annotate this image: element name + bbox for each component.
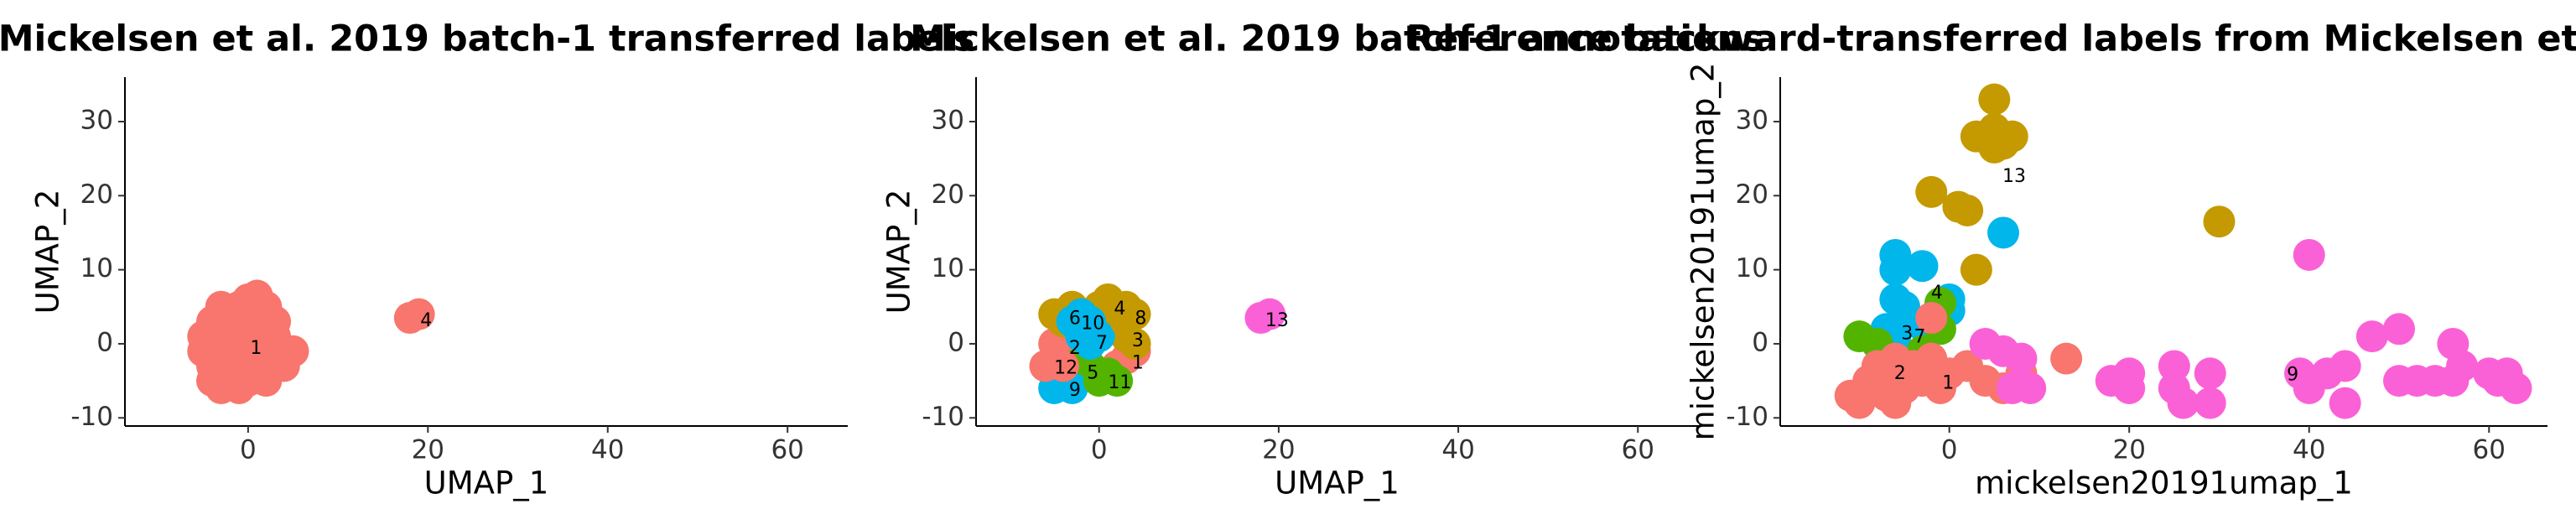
y-tick-label: 20 xyxy=(80,179,113,210)
x-tick-label: 0 xyxy=(1941,435,1958,465)
point xyxy=(1960,253,1992,286)
cluster-label: 1 xyxy=(1132,353,1144,374)
x-tick-label: 60 xyxy=(771,435,803,465)
cluster-label: 4 xyxy=(1114,299,1125,320)
point xyxy=(223,372,256,404)
y-tick-label: 20 xyxy=(1736,179,1768,210)
point xyxy=(1254,298,1286,330)
cluster-label: 4 xyxy=(420,310,432,331)
cluster-label: 13 xyxy=(1265,310,1289,331)
y-axis-label: mickelsen20191umap_2 xyxy=(1685,63,1722,441)
point xyxy=(2158,350,2190,382)
cluster-label: 10 xyxy=(1081,314,1104,335)
cluster-label: 3 xyxy=(1901,323,1913,344)
y-tick-label: -10 xyxy=(70,402,113,432)
point xyxy=(2500,372,2532,404)
point xyxy=(2203,205,2236,238)
cluster-label: 8 xyxy=(1135,309,1146,330)
point xyxy=(2167,387,2199,419)
cluster-label: 9 xyxy=(1069,380,1081,401)
cluster-label: 7 xyxy=(1914,327,1925,348)
point xyxy=(1879,387,1912,419)
y-tick-label: 10 xyxy=(1736,253,1768,283)
y-tick-label: 0 xyxy=(96,327,113,357)
chart-title: Mickelsen et al. 2019 batch-1 annotation… xyxy=(910,18,1764,60)
cluster-label: 1 xyxy=(1942,373,1954,394)
cluster-label: 9 xyxy=(2287,365,2298,386)
x-axis-label: UMAP_1 xyxy=(424,465,549,501)
point xyxy=(1915,302,1948,335)
cluster-label: 13 xyxy=(2002,166,2026,187)
cluster-label: 2 xyxy=(1069,338,1081,359)
point xyxy=(1109,290,1142,323)
chart-title: Reference backward-transferred labels fr… xyxy=(1406,18,2576,60)
y-tick-label: 0 xyxy=(948,327,964,357)
point xyxy=(1987,216,2020,249)
x-tick-label: 20 xyxy=(1262,435,1295,465)
x-tick-label: 20 xyxy=(2112,435,2145,465)
point xyxy=(1978,83,2011,116)
y-axis-label: UMAP_2 xyxy=(881,190,917,314)
point xyxy=(250,365,283,398)
point xyxy=(1888,305,1921,338)
y-axis-label: UMAP_2 xyxy=(30,190,66,314)
point xyxy=(2446,350,2479,382)
x-tick-label: 20 xyxy=(412,435,444,465)
point xyxy=(2329,387,2361,419)
chart-title: Mickelsen et al. 2019 batch-1 transferre… xyxy=(0,18,974,60)
cluster-label: 11 xyxy=(1108,372,1131,393)
point xyxy=(2005,342,2038,375)
point xyxy=(1915,175,1948,208)
y-tick-label: 30 xyxy=(932,105,964,135)
point xyxy=(2383,313,2416,346)
y-tick-label: -10 xyxy=(1726,402,1768,432)
point xyxy=(1056,305,1088,338)
x-tick-label: 40 xyxy=(2293,435,2325,465)
point xyxy=(1046,350,1079,382)
point xyxy=(241,279,273,312)
y-tick-label: 10 xyxy=(80,253,113,283)
point xyxy=(1083,365,1115,398)
cluster-label: 4 xyxy=(1931,283,1943,304)
point xyxy=(2050,342,2083,375)
cluster-label: 5 xyxy=(1087,362,1098,383)
x-tick-label: 0 xyxy=(240,435,257,465)
point xyxy=(2113,372,2146,404)
x-tick-label: 0 xyxy=(1091,435,1108,465)
point xyxy=(402,298,435,330)
y-tick-label: 30 xyxy=(80,105,113,135)
point xyxy=(1951,194,1984,226)
cluster-label: 2 xyxy=(1894,363,1906,384)
x-tick-label: 60 xyxy=(1622,435,1654,465)
point xyxy=(2329,350,2361,382)
point xyxy=(2355,320,2388,353)
x-axis-label: mickelsen20191umap_1 xyxy=(1975,465,2353,501)
y-tick-label: 10 xyxy=(932,253,964,283)
cluster-label: 6 xyxy=(1069,309,1081,330)
point xyxy=(1996,120,2028,153)
cluster-label: 3 xyxy=(1132,330,1144,351)
point xyxy=(2194,357,2226,390)
point xyxy=(1879,253,1912,286)
point xyxy=(1996,372,2028,404)
y-tick-label: 30 xyxy=(1736,105,1768,135)
x-tick-label: 40 xyxy=(591,435,624,465)
x-tick-label: 40 xyxy=(1441,435,1474,465)
point xyxy=(2293,238,2325,271)
y-tick-label: 20 xyxy=(932,179,964,210)
y-tick-label: 0 xyxy=(1752,327,1768,357)
y-tick-label: -10 xyxy=(922,402,964,432)
point xyxy=(1843,387,1876,419)
point xyxy=(2194,387,2226,419)
x-axis-label: UMAP_1 xyxy=(1275,465,1400,501)
cluster-label: 12 xyxy=(1054,358,1078,379)
x-tick-label: 60 xyxy=(2473,435,2506,465)
cluster-label: 7 xyxy=(1096,333,1108,354)
point xyxy=(1906,250,1939,283)
cluster-label: 1 xyxy=(250,338,262,359)
